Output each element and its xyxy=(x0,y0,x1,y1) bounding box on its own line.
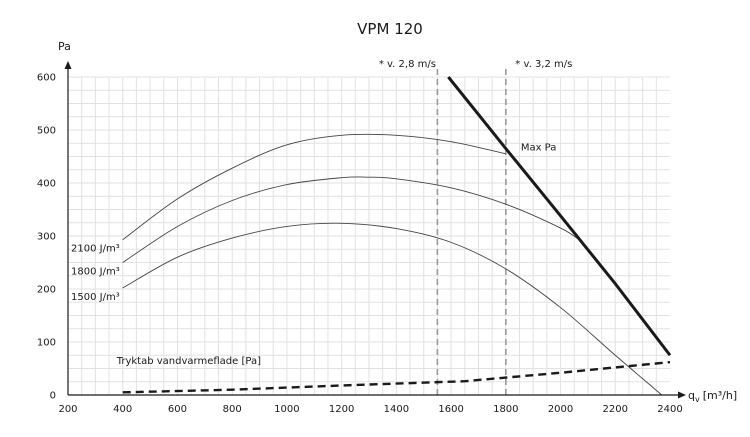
x-tick-label: 2000 xyxy=(548,404,573,415)
y-axis-arrow xyxy=(64,61,72,69)
y-tick-label: 400 xyxy=(37,179,56,190)
series-tryktab-vandvarmeflade-pa xyxy=(122,360,671,394)
x-tick-label: 2400 xyxy=(657,404,682,415)
x-tick-label: 1400 xyxy=(384,404,409,415)
series-1500-j-m xyxy=(122,222,663,396)
series-2100-j-m xyxy=(122,133,506,241)
y-axis-label: Pa xyxy=(58,40,71,53)
x-tick-label: 2200 xyxy=(603,404,628,415)
velocity-label: * v. 3,2 m/s xyxy=(515,59,572,70)
y-tick-label: 300 xyxy=(37,232,56,243)
x-axis-label-sub: v xyxy=(695,395,700,404)
x-tick-label: 800 xyxy=(223,404,242,415)
x-tick-label: 1000 xyxy=(274,404,299,415)
series-1800-j-m xyxy=(122,176,580,263)
velocity-label: * v. 2,8 m/s xyxy=(379,59,436,70)
grid xyxy=(68,76,670,395)
x-tick-label: 600 xyxy=(168,404,187,415)
y-tick-label: 0 xyxy=(50,391,56,402)
x-axis-arrow xyxy=(678,391,686,399)
max-pa-label: Max Pa xyxy=(521,143,557,154)
x-tick-label: 1800 xyxy=(493,404,518,415)
y-tick-label: 500 xyxy=(37,126,56,137)
series-group xyxy=(122,76,672,396)
x-axis-label-unit: [m³/h] xyxy=(703,389,737,402)
velocity-lines: * v. 2,8 m/s * v. 3,2 m/s xyxy=(379,59,572,395)
y-tick-label: 200 xyxy=(37,285,56,296)
x-axis-label: qv [m³/h] xyxy=(688,389,737,404)
curve-2100-label: 2100 J/m³ xyxy=(71,244,120,255)
curve-1500-label: 1500 J/m³ xyxy=(71,292,120,303)
curve-1800-label: 1800 J/m³ xyxy=(71,267,120,278)
series-max-pa xyxy=(447,76,672,357)
x-axis-label-q: q xyxy=(688,389,695,402)
annotations: Max Pa 2100 J/m³ 1800 J/m³ 1500 J/m³ Try… xyxy=(71,143,556,368)
y-tick-label: 600 xyxy=(37,73,56,84)
x-tick-label: 1200 xyxy=(329,404,354,415)
x-tick-label: 400 xyxy=(113,404,132,415)
tick-labels: 200 400 600 800 1000 1200 1400 1600 1800 2000 2200… xyxy=(37,73,683,416)
chart-title: VPM 120 xyxy=(357,20,423,38)
x-tick-label: 200 xyxy=(58,404,77,415)
y-tick-label: 100 xyxy=(37,338,56,349)
x-tick-label: 1600 xyxy=(438,404,463,415)
tryktab-label: Tryktab vandvarmeflade [Pa] xyxy=(116,356,261,367)
axes xyxy=(64,61,686,399)
